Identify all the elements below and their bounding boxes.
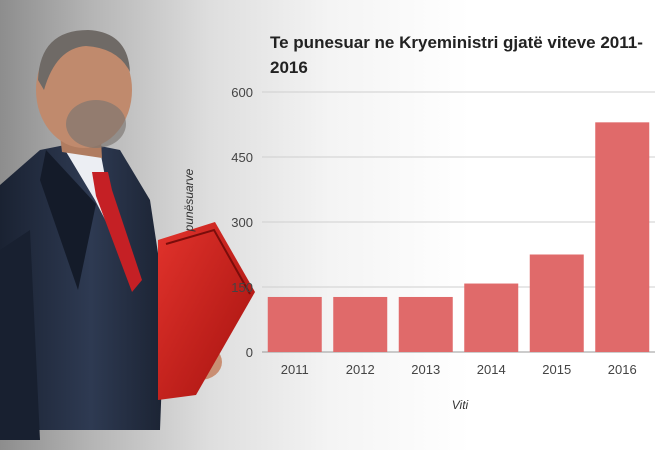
y-tick-label: 300 (231, 215, 253, 230)
bar (464, 283, 519, 352)
x-tick-label: 2014 (477, 362, 506, 377)
person-photo (0, 30, 255, 440)
chart-title: Te punesuar ne Kryeministri gjatë viteve… (270, 33, 643, 77)
bar (398, 296, 453, 352)
bar (333, 296, 388, 352)
y-tick-label: 600 (231, 85, 253, 100)
x-tick-label: 2013 (411, 362, 440, 377)
x-tick-label: 2011 (281, 362, 309, 377)
x-tick-label: 2016 (608, 362, 637, 377)
x-tick-label: 2012 (346, 362, 375, 377)
bar (595, 122, 650, 352)
y-tick-label: 450 (231, 150, 253, 165)
x-axis-title: Viti (452, 398, 469, 412)
y-tick-label: 0 (246, 345, 253, 360)
x-tick-label: 2015 (542, 362, 571, 377)
bar (529, 254, 584, 352)
bar (267, 296, 322, 352)
y-tick-label: 150 (231, 280, 253, 295)
y-axis-title: punësuarve (182, 168, 196, 232)
